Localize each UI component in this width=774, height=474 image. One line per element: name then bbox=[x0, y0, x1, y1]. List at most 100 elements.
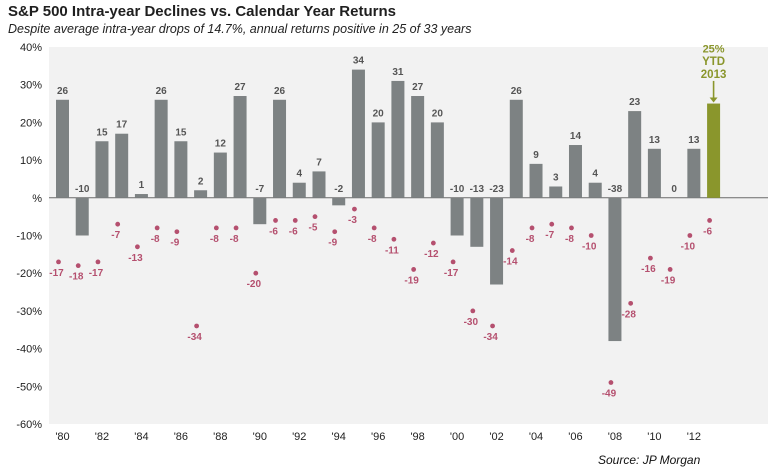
decline-dot bbox=[154, 225, 160, 231]
bar bbox=[351, 69, 365, 198]
bar bbox=[549, 186, 563, 198]
bar-value-label: 26 bbox=[156, 86, 168, 97]
decline-dot bbox=[253, 270, 259, 276]
decline-label: -8 bbox=[368, 234, 377, 245]
decline-dot bbox=[628, 300, 634, 306]
bar-value-label: 17 bbox=[116, 120, 128, 131]
ytd-annotation-label: YTD bbox=[702, 56, 725, 68]
bar-value-label: 26 bbox=[511, 86, 523, 97]
decline-label: -11 bbox=[385, 245, 399, 256]
bar-value-label: 23 bbox=[629, 97, 641, 108]
bar-value-label: -2 bbox=[334, 184, 343, 195]
decline-label: -10 bbox=[681, 242, 696, 253]
y-tick-label: -20% bbox=[16, 268, 42, 280]
bar-value-label: -7 bbox=[255, 184, 264, 195]
x-tick-label: '98 bbox=[410, 431, 424, 443]
source-note: Source: JP Morgan bbox=[598, 453, 701, 467]
decline-label: -19 bbox=[661, 275, 676, 286]
ytd-annotation-year: 2013 bbox=[701, 69, 727, 81]
bar-value-label: 2 bbox=[198, 176, 204, 187]
decline-dot bbox=[411, 267, 417, 272]
decline-label: -3 bbox=[348, 215, 357, 226]
decline-label: -30 bbox=[464, 317, 479, 328]
x-tick-label: '96 bbox=[371, 431, 385, 443]
decline-dot bbox=[529, 225, 535, 231]
bar bbox=[470, 197, 484, 247]
decline-dot bbox=[233, 225, 239, 231]
bar bbox=[371, 122, 385, 198]
decline-label: -18 bbox=[69, 272, 84, 283]
chart-subtitle: Despite average intra-year drops of 14.7… bbox=[8, 22, 472, 36]
y-tick-label: 10% bbox=[20, 155, 42, 167]
x-tick-label: '10 bbox=[647, 431, 661, 443]
bar-value-label: 20 bbox=[373, 108, 385, 119]
decline-label: -17 bbox=[444, 268, 459, 279]
decline-label: -10 bbox=[582, 242, 597, 253]
decline-label: -9 bbox=[328, 238, 337, 249]
bar bbox=[194, 190, 208, 198]
bar bbox=[529, 163, 543, 198]
bar bbox=[312, 171, 326, 198]
x-tick-label: '92 bbox=[292, 431, 306, 443]
ytd-annotation-value: 25% bbox=[703, 43, 725, 55]
decline-label: -8 bbox=[526, 234, 535, 245]
x-tick-label: '94 bbox=[332, 431, 346, 443]
decline-dot bbox=[292, 218, 298, 223]
bar-value-label: 7 bbox=[316, 157, 322, 168]
bar-ytd bbox=[707, 103, 721, 198]
bar-value-label: 12 bbox=[215, 139, 227, 150]
decline-dot bbox=[687, 233, 693, 238]
decline-dot bbox=[588, 233, 594, 238]
decline-dot bbox=[135, 244, 140, 250]
y-tick-label: -30% bbox=[16, 306, 42, 318]
decline-dot bbox=[332, 229, 338, 235]
decline-label: -34 bbox=[483, 332, 498, 343]
x-tick-label: '90 bbox=[253, 431, 267, 443]
bar bbox=[430, 122, 444, 198]
x-tick-label: '08 bbox=[608, 431, 622, 443]
bar bbox=[134, 194, 148, 198]
bar bbox=[154, 99, 168, 198]
bar bbox=[95, 141, 109, 198]
ytd-arrow-head bbox=[709, 97, 718, 103]
decline-dot bbox=[430, 240, 436, 246]
y-tick-label: -40% bbox=[16, 344, 42, 356]
bar bbox=[391, 80, 405, 198]
bar bbox=[628, 111, 642, 198]
bar-value-label: -38 bbox=[608, 184, 623, 195]
decline-label: -49 bbox=[602, 389, 617, 400]
decline-label: -20 bbox=[247, 279, 262, 290]
bar-value-label: -23 bbox=[489, 184, 504, 195]
decline-dot bbox=[56, 259, 61, 265]
decline-label: -9 bbox=[170, 238, 179, 249]
decline-label: -8 bbox=[151, 234, 160, 245]
plot-area bbox=[49, 47, 768, 424]
bar-value-label: 13 bbox=[688, 135, 700, 146]
decline-dot bbox=[648, 255, 653, 261]
decline-dot bbox=[371, 225, 377, 231]
bar bbox=[568, 145, 582, 198]
decline-label: -6 bbox=[289, 226, 298, 237]
decline-label: -34 bbox=[187, 332, 202, 343]
bar bbox=[588, 182, 602, 198]
decline-label: -14 bbox=[503, 257, 518, 268]
bar bbox=[292, 182, 306, 198]
x-tick-label: '06 bbox=[568, 431, 582, 443]
x-tick-label: '84 bbox=[134, 431, 148, 443]
decline-label: -6 bbox=[703, 226, 712, 237]
x-tick-label: '82 bbox=[95, 431, 109, 443]
chart: 40% 30% 20% 10%% -10% -20% -30% -40% -50% -60% 26 -… bbox=[16, 42, 768, 443]
y-tick-label: 30% bbox=[20, 80, 42, 92]
x-tick-label: '80 bbox=[55, 431, 69, 443]
bar-value-label: 26 bbox=[57, 86, 69, 97]
decline-dot bbox=[707, 218, 712, 223]
bar-value-label: 0 bbox=[671, 184, 677, 195]
bar bbox=[174, 141, 188, 198]
y-tick-label: % bbox=[32, 193, 42, 205]
bar-value-label: 27 bbox=[235, 82, 247, 93]
bar-value-label: 34 bbox=[353, 56, 365, 67]
bar-value-label: 20 bbox=[432, 108, 444, 119]
decline-label: -8 bbox=[210, 234, 219, 245]
bar-value-label: 4 bbox=[296, 169, 302, 180]
bar-value-label: 1 bbox=[139, 180, 145, 191]
